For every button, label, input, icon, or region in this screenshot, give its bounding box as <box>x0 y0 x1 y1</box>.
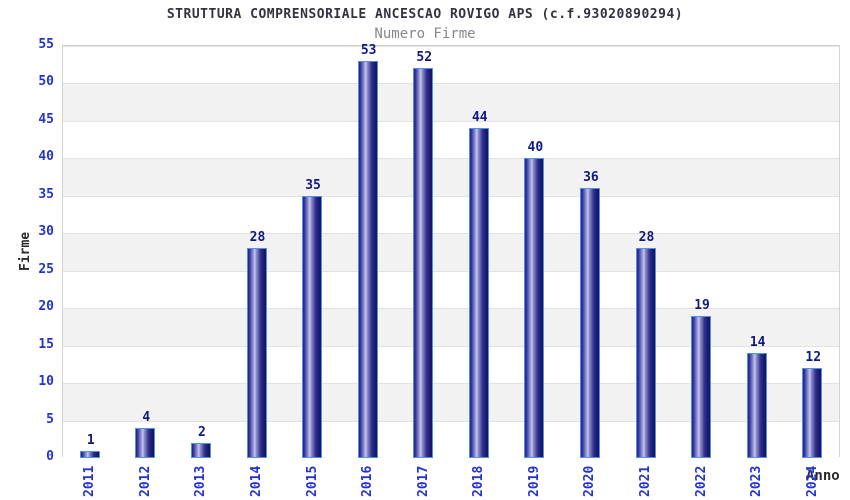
bar-2015 <box>302 195 323 458</box>
grid-band <box>63 383 839 421</box>
bar-2017 <box>413 68 434 458</box>
bar-2014 <box>246 248 267 458</box>
bar-2020 <box>579 188 600 458</box>
y-tick-label: 25 <box>38 261 54 277</box>
bar-value-label: 28 <box>249 230 266 246</box>
bar-value-label: 12 <box>805 350 822 366</box>
bar-2013 <box>190 443 211 458</box>
bar-value-label: 35 <box>305 177 321 193</box>
bar-2011 <box>79 450 100 458</box>
x-tick-label: 2017 <box>415 465 431 497</box>
x-tick-label: 2020 <box>582 465 598 497</box>
x-tick-label: 2023 <box>749 465 765 497</box>
chart-subtitle: Numero Firme <box>374 26 476 42</box>
bar-2023 <box>746 353 767 458</box>
y-tick-label: 0 <box>46 449 54 464</box>
y-tick-label: 10 <box>38 374 54 390</box>
bar-value-label: 4 <box>142 410 151 426</box>
grid-band <box>63 83 839 121</box>
bar-2024 <box>802 368 823 458</box>
y-tick-label: 15 <box>38 336 54 352</box>
bar-value-label: 28 <box>638 230 655 246</box>
x-tick-label: 2011 <box>82 465 98 497</box>
grid-band <box>63 120 839 159</box>
grid-band <box>63 46 839 84</box>
x-tick-label: 2024 <box>804 465 820 497</box>
bar-value-label: 53 <box>360 42 377 58</box>
bar-2019 <box>524 158 545 458</box>
bar-value-label: 19 <box>694 297 710 313</box>
grid-band <box>63 420 839 458</box>
grid-band <box>63 158 839 196</box>
bar-value-label: 1 <box>86 432 95 448</box>
x-tick-label: 2012 <box>137 465 153 497</box>
bar-2021 <box>635 248 656 458</box>
bar-2012 <box>135 428 156 458</box>
bar-2018 <box>468 128 489 458</box>
bar-value-label: 2 <box>198 425 206 441</box>
bar-value-label: 52 <box>416 50 433 66</box>
x-tick-label: 2015 <box>304 465 320 497</box>
grid-band <box>63 270 839 309</box>
x-tick-label: 2013 <box>193 465 209 497</box>
grid-band <box>63 345 839 384</box>
x-tick-label: 2022 <box>693 465 709 497</box>
y-tick-label: 5 <box>46 411 54 427</box>
grid-band <box>63 308 839 346</box>
x-tick-label: 2021 <box>638 465 653 497</box>
bar-value-label: 14 <box>749 335 766 351</box>
y-tick-label: 35 <box>38 186 54 202</box>
bar-value-label: 40 <box>527 140 544 156</box>
y-tick-label: 45 <box>38 111 54 127</box>
bar-value-label: 36 <box>583 170 599 186</box>
x-tick-label: 2014 <box>249 465 264 497</box>
grid-band <box>63 233 839 271</box>
y-tick-label: 40 <box>38 149 54 165</box>
chart-title: STRUTTURA COMPRENSORIALE ANCESCAO ROVIGO… <box>166 7 684 22</box>
bar-2022 <box>691 315 712 458</box>
x-tick-label: 2019 <box>526 465 542 497</box>
bar-2016 <box>357 60 378 458</box>
grid-band <box>63 195 839 234</box>
y-tick-label: 55 <box>38 37 54 52</box>
y-tick-label: 20 <box>38 299 54 315</box>
x-axis-title: Anno <box>806 468 840 484</box>
x-tick-label: 2018 <box>471 465 487 497</box>
bar-value-label: 44 <box>471 110 488 126</box>
y-tick-label: 30 <box>38 224 54 240</box>
y-tick-label: 50 <box>38 74 54 90</box>
plot-area: 1 4 2 28 35 53 52 44 40 36 28 19 14 12 <box>62 42 840 458</box>
x-tick-label: 2016 <box>360 465 376 497</box>
